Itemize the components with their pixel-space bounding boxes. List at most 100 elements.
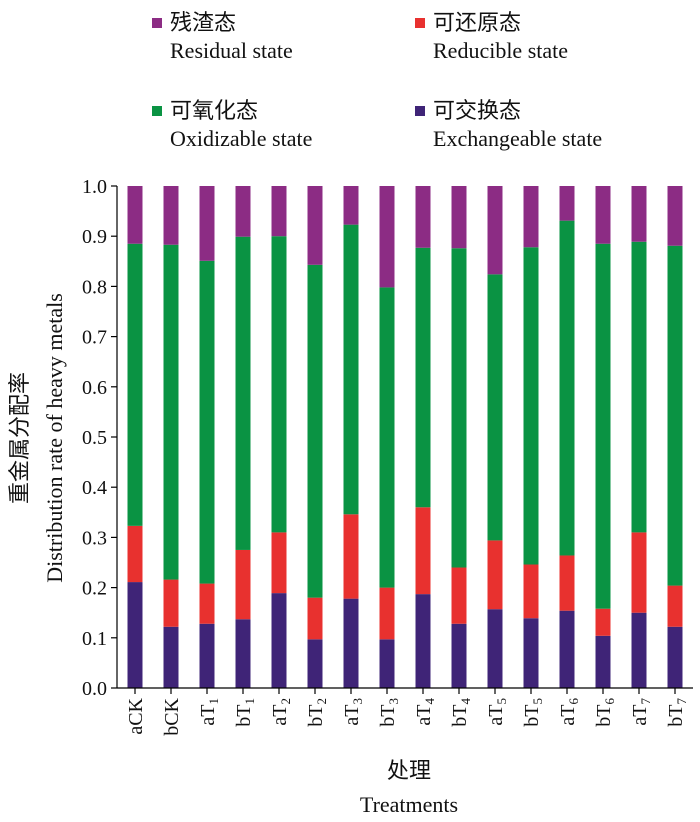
x-tick-label-subscript: 1 [206,698,221,705]
bar-segment-oxidizable-aT5 [487,274,503,541]
x-tick-label-base: aT [341,705,363,726]
x-tick-label-base: bT [305,705,327,727]
x-tick-label: bT1 [233,698,257,727]
x-tick-label-base: aT [269,705,291,726]
bar-segment-residual-aT7 [631,186,647,242]
bar-segment-residual-aT5 [487,186,503,275]
x-tick-label-base: bT [665,705,687,727]
legend-label-cn-oxidizable: 可氧化态 [170,99,258,124]
bar-segment-exchangeable-aT1 [199,623,215,688]
legend-swatch-oxidizable [152,106,162,116]
bar-segment-residual-bT6 [595,186,611,244]
x-tick-label-base: aT [485,705,507,726]
bar-segment-oxidizable-bT4 [451,248,467,568]
x-tick-label: aT4 [413,698,437,726]
y-tick-label: 0.4 [82,477,107,499]
bar-segment-residual-aT6 [559,186,575,221]
x-tick-label-subscript: 5 [494,698,509,705]
bar-segment-oxidizable-bT2 [307,264,323,598]
legend-label-en-residual: Residual state [170,38,293,63]
bar-segment-residual-bT2 [307,186,323,265]
bar-segment-reducible-bT4 [451,567,467,624]
y-tick-label: 0.1 [82,628,107,650]
bar-segment-oxidizable-aCK [127,243,143,526]
plot-area [127,186,683,688]
bar-segment-residual-bT3 [379,186,395,288]
x-tick-label-subscript: 2 [278,698,293,705]
x-tick-label: aT7 [629,698,653,726]
bar-segment-oxidizable-bT3 [379,287,395,588]
y-tick-label: 0.6 [82,377,107,399]
bar-segment-reducible-bT1 [235,549,251,620]
x-tick-label-subscript: 4 [422,698,437,705]
x-tick-label-subscript: 1 [242,698,257,705]
x-tick-label-subscript: 7 [674,698,689,705]
legend-swatch-exchangeable [415,106,425,116]
bar-segment-oxidizable-bT6 [595,243,611,609]
x-tick-label-subscript: 5 [530,698,545,705]
bar-segment-exchangeable-aT7 [631,612,647,688]
bar-segment-oxidizable-aT6 [559,220,575,556]
bar-segment-exchangeable-bCK [163,626,179,688]
x-tick-label: aCK [125,697,147,734]
x-tick-label: aT3 [341,698,365,726]
bar-segment-reducible-bT7 [667,585,683,627]
x-tick-label: bT7 [665,698,689,727]
x-tick-label: bT6 [593,698,617,727]
legend-label-cn-reducible: 可还原态 [433,11,521,36]
x-tick-label-base: aT [629,705,651,726]
y-tick-label: 0.3 [82,527,107,549]
bar-segment-exchangeable-bT6 [595,635,611,688]
x-tick-label: bT3 [377,698,401,727]
bar-segment-exchangeable-bT5 [523,618,539,688]
bar-segment-reducible-aT1 [199,583,215,624]
x-tick-label-subscript: 6 [602,698,617,705]
axis-labels: 处理 Treatments 重金属分配率 Distribution rate of h… [8,293,458,817]
bar-segment-reducible-aT7 [631,532,647,613]
x-axis: aCK bCK aT1bT1aT2bT2aT3bT3aT4bT4aT5bT5aT6b… [117,687,693,736]
bar-segment-exchangeable-bT2 [307,639,323,688]
bar-segment-reducible-bT6 [595,608,611,636]
y-tick-label: 0.8 [82,276,107,298]
bar-segment-reducible-aT6 [559,555,575,611]
x-tick-label: aT6 [557,698,581,726]
bar-segment-residual-aT4 [415,186,431,248]
bar-segment-reducible-aCK [127,525,143,583]
bar-segment-exchangeable-bT1 [235,619,251,688]
y-tick-label: 1.0 [82,176,107,198]
bar-segment-oxidizable-aT2 [271,236,287,533]
x-axis-title-cn: 处理 [387,759,431,784]
bar-segment-residual-aT3 [343,186,359,225]
bar-segment-residual-bCK [163,186,179,245]
y-axis: 0.0 0.1 0.2 0.3 0.4 0.5 0.6 0.7 0.8 0.9 1.0 [82,176,118,700]
y-tick-label: 0.5 [82,427,107,449]
x-tick-label: bT5 [521,698,545,727]
x-tick-label: bCK [161,697,183,735]
bar-segment-exchangeable-aT2 [271,593,287,688]
x-axis-title-en: Treatments [360,792,458,817]
legend-label-en-oxidizable: Oxidizable state [170,126,312,151]
legend-label-en-exchangeable: Exchangeable state [433,126,602,151]
x-tick-label-base: aT [413,705,435,726]
bar-segment-residual-bT7 [667,186,683,246]
x-tick-label-subscript: 3 [386,698,401,705]
bar-segment-residual-aT1 [199,186,215,261]
bar-segment-oxidizable-bT5 [523,247,539,565]
legend-label-en-reducible: Reducible state [433,38,568,63]
bar-segment-oxidizable-bCK [163,244,179,580]
bar-segment-reducible-aT3 [343,514,359,599]
bar-segment-exchangeable-aCK [127,582,143,688]
y-axis-title-en: Distribution rate of heavy metals [42,293,67,583]
x-tick-label: aT1 [197,698,221,726]
bar-segment-oxidizable-aT7 [631,241,647,533]
x-tick-label-base: bT [377,705,399,727]
x-tick-label-base: bT [449,705,471,727]
legend-swatch-residual [152,18,162,28]
x-tick-label: bT2 [305,698,329,727]
bar-segment-oxidizable-aT4 [415,247,431,508]
x-tick-label-base: bT [521,705,543,727]
bar-segment-residual-bT4 [451,186,467,249]
bar-segment-exchangeable-aT6 [559,610,575,688]
